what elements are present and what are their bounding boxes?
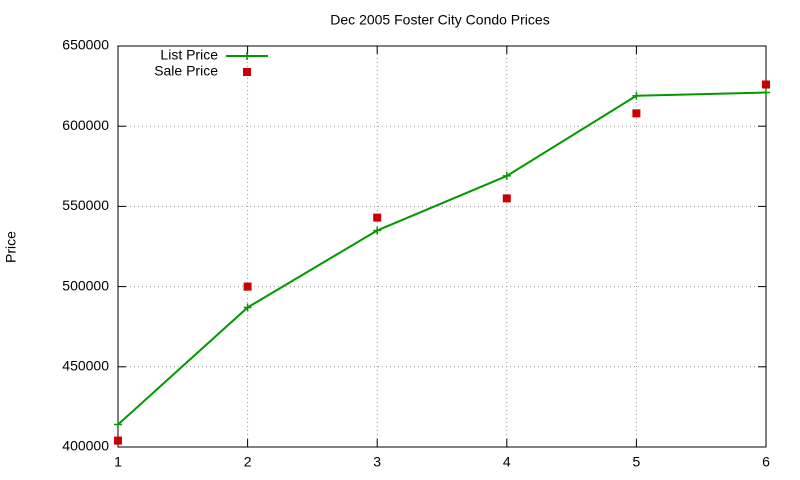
marker-plus bbox=[502, 171, 511, 180]
legend-label: Sale Price bbox=[154, 63, 218, 79]
marker-plus bbox=[373, 226, 382, 235]
chart-title: Dec 2005 Foster City Condo Prices bbox=[330, 12, 549, 28]
marker-square bbox=[632, 109, 641, 118]
marker-plus bbox=[114, 420, 122, 429]
plot-border bbox=[117, 45, 767, 448]
marker-square bbox=[502, 194, 511, 203]
y-axis-label: Price bbox=[3, 231, 19, 263]
y-tick-label: 500000 bbox=[62, 277, 109, 293]
marker-plus bbox=[632, 91, 641, 100]
marker-square bbox=[243, 282, 252, 291]
y-tick-label: 400000 bbox=[62, 438, 109, 454]
marker-plus bbox=[243, 52, 251, 60]
x-tick-label: 2 bbox=[244, 454, 252, 470]
x-tick-label: 5 bbox=[633, 454, 641, 470]
marker-square bbox=[373, 213, 382, 222]
y-tick-label: 650000 bbox=[62, 37, 109, 53]
marker-square bbox=[114, 436, 122, 445]
marker-square bbox=[243, 68, 251, 76]
x-tick-label: 1 bbox=[114, 454, 122, 470]
y-tick-label: 550000 bbox=[62, 197, 109, 213]
series-line bbox=[117, 91, 767, 426]
marker-square bbox=[762, 80, 770, 89]
x-tick-label: 4 bbox=[503, 454, 511, 470]
y-tick-label: 450000 bbox=[62, 358, 109, 374]
y-tick-label: 600000 bbox=[62, 117, 109, 133]
legend-label: List Price bbox=[160, 47, 218, 63]
x-tick-label: 6 bbox=[762, 454, 770, 470]
x-tick-label: 3 bbox=[373, 454, 381, 470]
marker-plus bbox=[762, 88, 770, 97]
marker-plus bbox=[243, 303, 252, 312]
